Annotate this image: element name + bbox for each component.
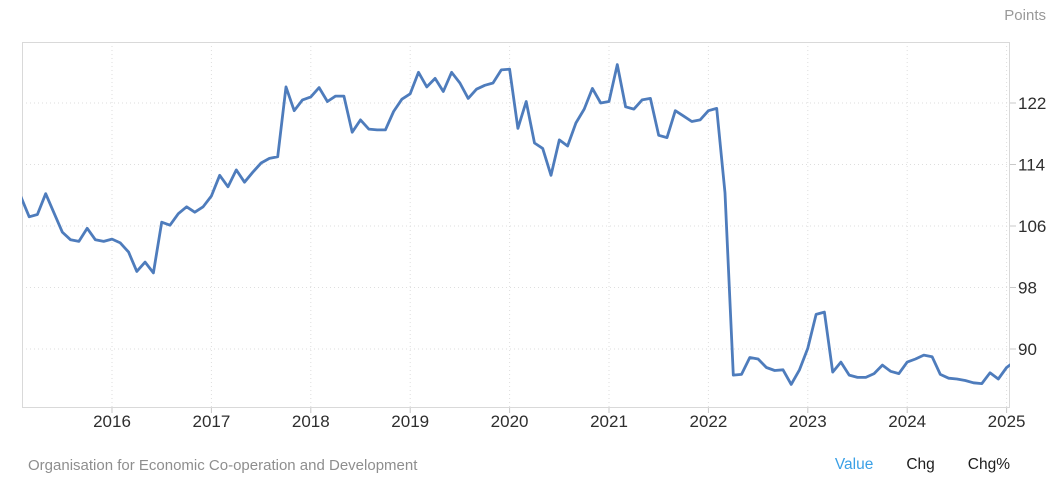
y-axis-tick-label: 90 — [1018, 340, 1037, 359]
x-axis-tick-label: 2021 — [590, 412, 628, 431]
x-axis-tick-label: 2019 — [391, 412, 429, 431]
tab-chg-pct[interactable]: Chg% — [967, 456, 1010, 473]
x-axis-tick-label: 2018 — [292, 412, 330, 431]
x-axis-tick-label: 2023 — [789, 412, 827, 431]
unit-label: Points — [1004, 7, 1046, 24]
footer: Organisation for Economic Co-operation a… — [0, 455, 1061, 481]
y-axis-tick-label: 98 — [1018, 278, 1037, 297]
x-axis-tick-label: 2016 — [93, 412, 131, 431]
line-chart: 122 114 106 98 90 2016 2017 2018 2019 2020 2021 202… — [22, 42, 1046, 431]
chart-plot-area[interactable]: 122 114 106 98 90 2016 2017 2018 2019 2020 2021 202… — [0, 0, 1061, 445]
y-axis-tick-label: 106 — [1018, 217, 1046, 236]
tab-chg[interactable]: Chg — [906, 456, 935, 473]
y-axis-tick-label: 122 — [1018, 94, 1046, 113]
x-axis-tick-label: 2022 — [689, 412, 727, 431]
series-line — [22, 63, 1010, 386]
x-axis-tick-label: 2024 — [888, 412, 926, 431]
x-axis-tick-label: 2020 — [491, 412, 529, 431]
mode-switcher: Value Chg Chg% — [835, 456, 1010, 474]
x-axis-tick-label: 2017 — [192, 412, 230, 431]
tab-value[interactable]: Value — [834, 456, 874, 473]
x-axis-tick-label: 2025 — [988, 412, 1026, 431]
y-axis-tick-label: 114 — [1018, 155, 1045, 174]
source-label: Organisation for Economic Co-operation a… — [28, 457, 418, 474]
plot-border — [22, 42, 1010, 408]
